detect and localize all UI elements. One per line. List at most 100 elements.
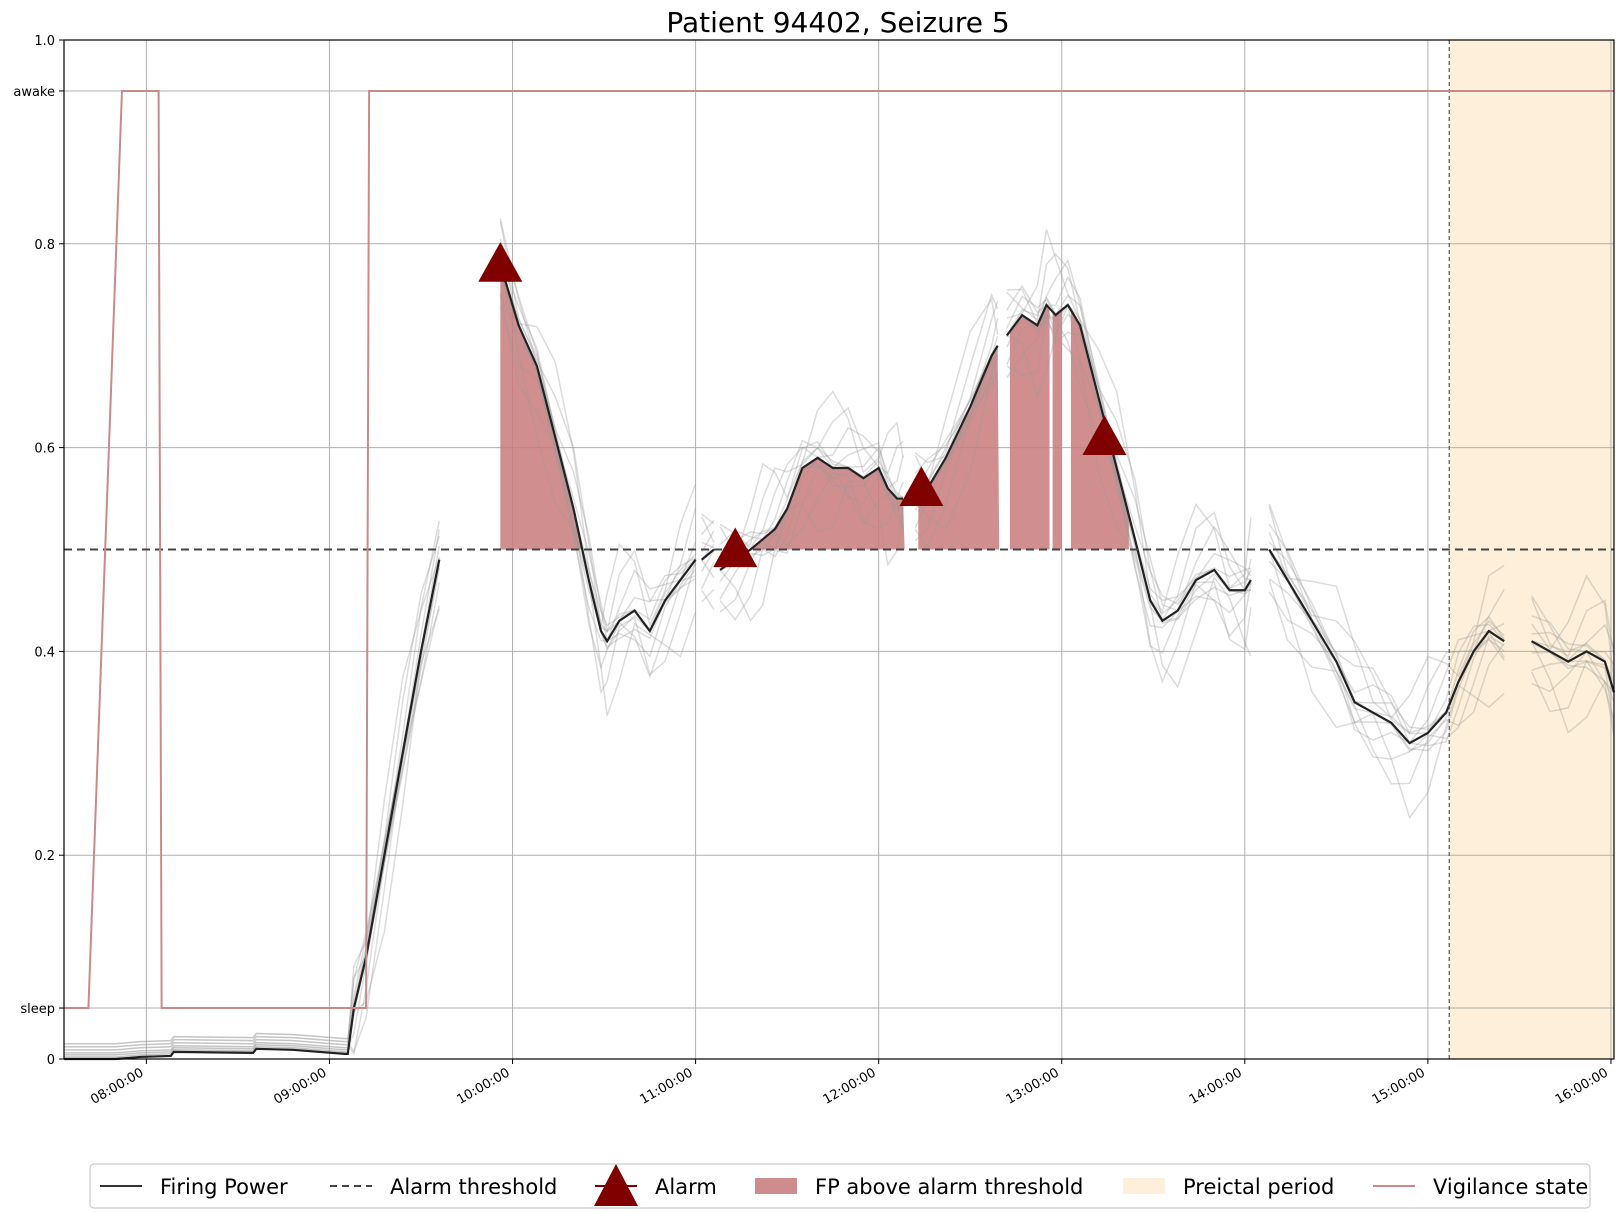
legend-label: Firing Power bbox=[160, 1175, 288, 1199]
x-tick-label: 10:00:00 bbox=[454, 1065, 512, 1107]
x-tick-label: 15:00:00 bbox=[1370, 1065, 1428, 1107]
ensemble-trace bbox=[64, 559, 441, 1058]
y-tick-label: sleep bbox=[20, 1002, 55, 1017]
ensemble-trace bbox=[701, 562, 715, 590]
ensemble-trace bbox=[1530, 597, 1615, 658]
y-tick-label: 0.4 bbox=[34, 645, 55, 660]
ensemble-trace bbox=[1006, 313, 1252, 684]
firing-power-line bbox=[700, 548, 715, 561]
fp-above-threshold-fill bbox=[1052, 310, 1062, 550]
ensemble-trace bbox=[1006, 313, 1251, 622]
y-tick-label: 0.2 bbox=[34, 849, 55, 864]
legend-handle-patch bbox=[755, 1178, 797, 1194]
y-tick-label: awake bbox=[13, 85, 55, 100]
firing-power-line bbox=[1268, 548, 1505, 745]
ensemble-trace bbox=[719, 472, 904, 622]
ensemble-trace bbox=[1268, 548, 1505, 734]
ensemble-trace bbox=[64, 557, 441, 1045]
alarm-marker bbox=[899, 466, 944, 506]
ensemble-trace bbox=[701, 513, 715, 525]
ensemble-trace bbox=[914, 317, 999, 474]
ensemble-trace bbox=[1268, 591, 1505, 760]
firing-power-line bbox=[1531, 640, 1616, 693]
x-tick-label: 12:00:00 bbox=[821, 1065, 879, 1107]
firing-power-line bbox=[499, 263, 697, 644]
ensemble-trace bbox=[64, 564, 441, 1056]
ensemble-trace bbox=[701, 589, 715, 610]
ensemble-trace bbox=[499, 263, 697, 633]
ensemble-trace bbox=[719, 464, 904, 572]
ensemble-trace bbox=[1531, 615, 1615, 666]
ensemble-trace bbox=[1531, 650, 1615, 737]
ensemble-trace bbox=[701, 516, 715, 543]
ensemble-trace bbox=[719, 439, 904, 546]
ensemble-trace bbox=[1268, 503, 1505, 745]
alarm-marker bbox=[713, 527, 758, 568]
ensemble-trace bbox=[1268, 579, 1505, 785]
ensemble-trace bbox=[914, 346, 999, 530]
ensemble-trace bbox=[914, 356, 999, 551]
firing-power-line bbox=[719, 456, 904, 571]
ensemble-trace bbox=[719, 462, 904, 582]
fp-above-threshold-fill bbox=[750, 457, 907, 550]
ensemble-trace bbox=[1268, 506, 1505, 735]
y-tick-label: 0 bbox=[47, 1053, 55, 1068]
ensemble-trace bbox=[719, 446, 904, 571]
ensemble-trace bbox=[719, 390, 904, 559]
ensemble-trace bbox=[1268, 541, 1505, 731]
ensemble-trace bbox=[1006, 303, 1252, 689]
ensemble-trace bbox=[1268, 523, 1505, 735]
ensemble-trace bbox=[64, 582, 441, 1054]
ensemble-trace bbox=[64, 608, 441, 1054]
ensemble-trace bbox=[719, 440, 904, 563]
ensemble-trace bbox=[64, 545, 441, 1056]
x-tick-label: 11:00:00 bbox=[638, 1065, 696, 1107]
y-tick-label: 0.8 bbox=[34, 238, 55, 253]
ensemble-trace bbox=[1268, 549, 1505, 820]
fp-above-threshold-fill bbox=[1009, 304, 1050, 550]
y-tick-label: 0.6 bbox=[34, 442, 55, 457]
ensemble-trace bbox=[64, 557, 441, 1058]
legend-label: Preictal period bbox=[1183, 1175, 1334, 1199]
x-tick-label: 14:00:00 bbox=[1187, 1065, 1245, 1107]
plot-frame bbox=[63, 39, 1615, 1060]
ensemble-trace bbox=[1006, 312, 1252, 629]
ensemble-trace bbox=[499, 220, 697, 633]
ensemble-trace bbox=[1531, 651, 1615, 702]
ensemble-trace bbox=[1531, 660, 1615, 720]
ensemble-trace bbox=[719, 465, 904, 613]
firing-power-line bbox=[64, 559, 441, 1061]
fp-above-threshold-fill bbox=[500, 264, 595, 550]
ensemble-trace bbox=[64, 520, 441, 1051]
legend-label: Alarm bbox=[655, 1175, 717, 1199]
x-tick-label: 16:00:00 bbox=[1553, 1065, 1611, 1107]
ensemble-trace bbox=[499, 306, 697, 679]
ensemble-trace bbox=[701, 541, 715, 549]
legend-label: Vigilance state bbox=[1433, 1175, 1588, 1199]
ensemble-trace bbox=[1530, 660, 1615, 730]
legend-label: FP above alarm threshold bbox=[815, 1175, 1083, 1199]
legend-handle-triangle bbox=[594, 1164, 638, 1206]
legend-box bbox=[89, 1163, 1591, 1209]
ensemble-trace bbox=[1006, 252, 1252, 622]
ensemble-trace bbox=[499, 294, 697, 695]
ensemble-trace bbox=[1531, 574, 1615, 682]
ensemble-trace bbox=[1530, 640, 1615, 734]
alarm-marker bbox=[1082, 415, 1127, 456]
firing-power-line bbox=[1005, 302, 1252, 623]
ensemble-trace bbox=[719, 406, 904, 554]
vigilance-state-line bbox=[64, 89, 1614, 1010]
ensemble-trace bbox=[1530, 595, 1615, 662]
ensemble-trace bbox=[701, 519, 715, 535]
ensemble-trace bbox=[1268, 531, 1505, 719]
ensemble-trace bbox=[64, 535, 441, 1048]
ensemble-trace bbox=[1006, 229, 1252, 613]
x-tick-label: 09:00:00 bbox=[271, 1065, 329, 1107]
ensemble-trace bbox=[914, 301, 999, 464]
x-tick-label: 13:00:00 bbox=[1004, 1065, 1062, 1107]
ensemble-trace bbox=[701, 559, 715, 579]
x-tick-label: 08:00:00 bbox=[88, 1065, 146, 1107]
ensemble-trace bbox=[499, 256, 696, 627]
